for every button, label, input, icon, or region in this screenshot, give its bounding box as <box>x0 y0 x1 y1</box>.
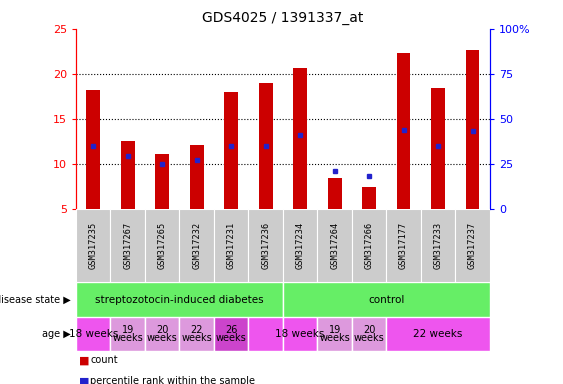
Bar <box>386 317 490 351</box>
Bar <box>466 50 480 209</box>
Text: 19
weeks: 19 weeks <box>113 325 143 343</box>
Text: GSM317177: GSM317177 <box>399 222 408 270</box>
Bar <box>121 141 135 209</box>
Text: disease state ▶: disease state ▶ <box>0 295 70 305</box>
Bar <box>397 53 410 209</box>
Text: streptozotocin-induced diabetes: streptozotocin-induced diabetes <box>95 295 264 305</box>
Text: GSM317236: GSM317236 <box>261 222 270 270</box>
Text: 22 weeks: 22 weeks <box>413 329 463 339</box>
Bar <box>362 187 376 209</box>
Bar <box>224 92 238 209</box>
Text: GSM317231: GSM317231 <box>227 222 236 270</box>
Bar <box>180 317 214 351</box>
Text: 19
weeks: 19 weeks <box>319 325 350 343</box>
Bar <box>190 145 204 209</box>
Text: 20
weeks: 20 weeks <box>354 325 385 343</box>
Bar <box>293 68 307 209</box>
Bar <box>248 317 283 351</box>
Bar <box>76 317 110 351</box>
Bar <box>86 90 100 209</box>
Bar <box>421 209 455 282</box>
Text: 18 weeks: 18 weeks <box>275 329 325 339</box>
Text: GSM317234: GSM317234 <box>296 222 305 270</box>
Bar <box>155 154 169 209</box>
Text: ■: ■ <box>79 355 90 365</box>
Bar <box>248 209 283 282</box>
Text: count: count <box>90 355 118 365</box>
Bar <box>328 178 342 209</box>
Text: control: control <box>368 295 405 305</box>
Bar <box>76 282 283 317</box>
Text: 22
weeks: 22 weeks <box>181 325 212 343</box>
Text: GSM317266: GSM317266 <box>365 222 374 270</box>
Bar <box>283 282 490 317</box>
Text: GSM317235: GSM317235 <box>89 222 98 270</box>
Bar <box>283 317 318 351</box>
Bar <box>431 88 445 209</box>
Bar <box>145 209 180 282</box>
Bar <box>214 209 248 282</box>
Text: GSM317232: GSM317232 <box>192 222 201 270</box>
Text: percentile rank within the sample: percentile rank within the sample <box>90 376 255 384</box>
Bar <box>76 209 110 282</box>
Text: GSM317267: GSM317267 <box>123 222 132 270</box>
Text: 26
weeks: 26 weeks <box>216 325 247 343</box>
Text: 18 weeks: 18 weeks <box>69 329 118 339</box>
Bar <box>110 209 145 282</box>
Text: ■: ■ <box>79 376 90 384</box>
Bar <box>352 317 386 351</box>
Text: age ▶: age ▶ <box>42 329 70 339</box>
Bar <box>386 209 421 282</box>
Text: GSM317264: GSM317264 <box>330 222 339 270</box>
Bar <box>145 317 180 351</box>
Text: GSM317233: GSM317233 <box>434 222 443 270</box>
Title: GDS4025 / 1391337_at: GDS4025 / 1391337_at <box>202 11 364 25</box>
Bar <box>352 209 386 282</box>
Bar <box>318 317 352 351</box>
Bar <box>214 317 248 351</box>
Bar <box>283 209 318 282</box>
Text: 20
weeks: 20 weeks <box>147 325 177 343</box>
Bar <box>180 209 214 282</box>
Text: GSM317237: GSM317237 <box>468 222 477 270</box>
Bar <box>259 83 272 209</box>
Bar <box>318 209 352 282</box>
Text: GSM317265: GSM317265 <box>158 222 167 270</box>
Bar <box>110 317 145 351</box>
Bar <box>455 209 490 282</box>
